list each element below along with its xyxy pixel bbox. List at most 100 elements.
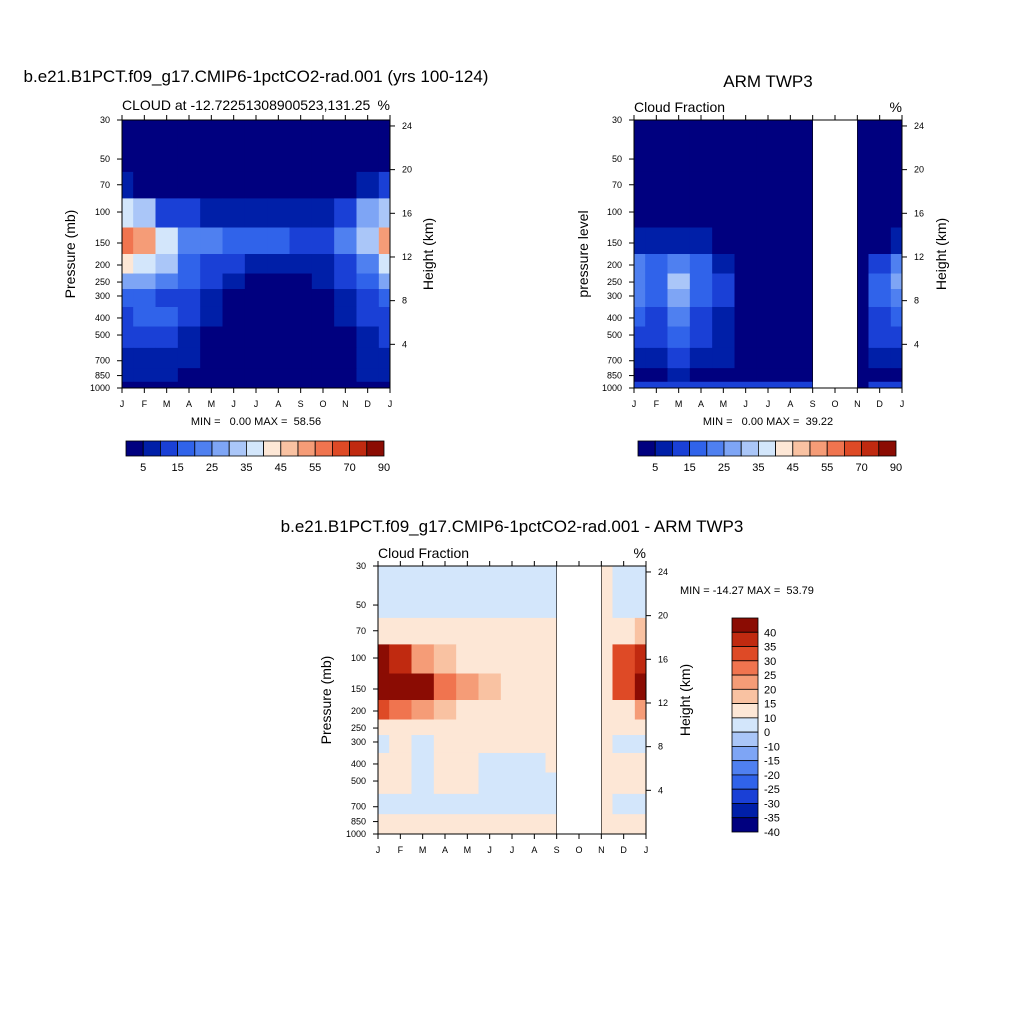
y-tick-label: 400 — [95, 313, 110, 323]
field-cell — [523, 827, 546, 835]
field-cell — [267, 306, 290, 327]
field-cell — [734, 171, 758, 199]
field-cell — [500, 673, 524, 701]
field-cell — [433, 772, 457, 795]
field-cell — [734, 254, 758, 274]
y-tick-label: 850 — [607, 371, 622, 381]
y-tick-label: 250 — [607, 277, 622, 287]
field-cell — [244, 289, 268, 308]
field-cell — [523, 585, 546, 619]
field-cell — [177, 198, 201, 228]
field-cell — [779, 120, 802, 140]
field-cell — [689, 368, 713, 383]
field-cell — [433, 566, 457, 586]
panel2-ylabel-left: pressure level — [575, 210, 591, 297]
field-cell — [779, 254, 802, 274]
field-cell — [122, 273, 134, 290]
field-cell — [756, 139, 780, 173]
field-cell — [334, 368, 357, 383]
height-tick-label: 12 — [658, 698, 668, 708]
field-cell — [267, 368, 290, 383]
colorbar-label: -35 — [764, 813, 780, 825]
field-cell — [712, 198, 735, 228]
colorbar-swatch — [706, 440, 725, 457]
field-cell — [779, 171, 802, 199]
field-cell — [868, 347, 892, 369]
field-cell — [200, 120, 223, 140]
colorbar-swatch — [731, 817, 759, 833]
x-tick-label: S — [298, 399, 304, 409]
x-tick-label: M — [464, 845, 472, 855]
field-cell — [890, 368, 903, 383]
field-cell — [756, 368, 780, 383]
height-tick-label: 16 — [914, 208, 924, 218]
field-cell — [667, 306, 691, 327]
colorbar-label: 15 — [764, 699, 776, 711]
field-cell — [645, 289, 668, 308]
field-cell — [389, 814, 412, 829]
field-cell — [634, 171, 646, 199]
field-cell — [433, 617, 457, 645]
field-cell — [734, 139, 758, 173]
y-tick-label: 850 — [95, 371, 110, 381]
field-cell — [478, 814, 502, 829]
y-tick-label: 150 — [351, 684, 366, 694]
x-tick-label: J — [766, 399, 771, 409]
colorbar-swatch — [731, 660, 759, 676]
field-cell — [734, 198, 758, 228]
x-tick-label: J — [231, 399, 236, 409]
field-cell — [689, 120, 713, 140]
y-tick-label: 200 — [95, 260, 110, 270]
y-tick-label: 500 — [351, 776, 366, 786]
field-cell — [222, 254, 246, 274]
field-cell — [612, 827, 636, 835]
panel2-stats: MIN = 0.00 MAX = 39.22 — [703, 416, 833, 428]
x-tick-label: S — [554, 845, 560, 855]
x-tick-label: A — [531, 845, 537, 855]
panel1-stats: MIN = 0.00 MAX = 58.56 — [191, 416, 321, 428]
field-cell — [634, 644, 647, 674]
field-cell — [456, 700, 479, 720]
field-cell — [890, 171, 903, 199]
field-cell — [500, 700, 524, 720]
x-tick-label: O — [575, 845, 582, 855]
x-tick-label: A — [787, 399, 793, 409]
field-cell — [523, 735, 546, 754]
colorbar-label: 45 — [787, 462, 799, 474]
field-cell — [634, 735, 647, 754]
colorbar-label: 15 — [171, 462, 183, 474]
field-cell — [612, 793, 636, 815]
field-cell — [389, 827, 412, 835]
y-tick-label: 1000 — [602, 383, 622, 393]
field-cell — [378, 827, 390, 835]
field-cell — [779, 381, 802, 389]
field-cell — [612, 735, 636, 754]
panel3-ylabel-left: Pressure (mb) — [318, 656, 334, 745]
field-cell — [334, 347, 357, 369]
missing-data-band — [812, 119, 858, 389]
field-cell — [133, 273, 156, 290]
y-tick-label: 70 — [612, 180, 622, 190]
field-cell — [267, 198, 290, 228]
field-cell — [311, 368, 335, 383]
field-cell — [411, 700, 435, 720]
field-cell — [756, 306, 780, 327]
panel1-ylabel-left: Pressure (mb) — [62, 210, 78, 299]
field-cell — [378, 793, 390, 815]
field-cell — [222, 368, 246, 383]
field-cell — [378, 752, 390, 773]
field-cell — [378, 566, 390, 586]
field-cell — [667, 289, 691, 308]
field-cell — [433, 827, 457, 835]
field-cell — [289, 381, 313, 389]
x-tick-label: A — [275, 399, 281, 409]
field-cell — [634, 752, 647, 773]
field-cell — [289, 347, 313, 369]
field-cell — [122, 254, 134, 274]
field-cell — [868, 381, 892, 389]
colorbar-swatch — [826, 440, 845, 457]
field-cell — [689, 227, 713, 255]
colorbar-swatch — [654, 440, 673, 457]
field-cell — [456, 814, 479, 829]
panel1-ticks: J F M A M J J A S O N D J 30 50 70 100 150 200 250 300 400 500… — [90, 115, 412, 409]
